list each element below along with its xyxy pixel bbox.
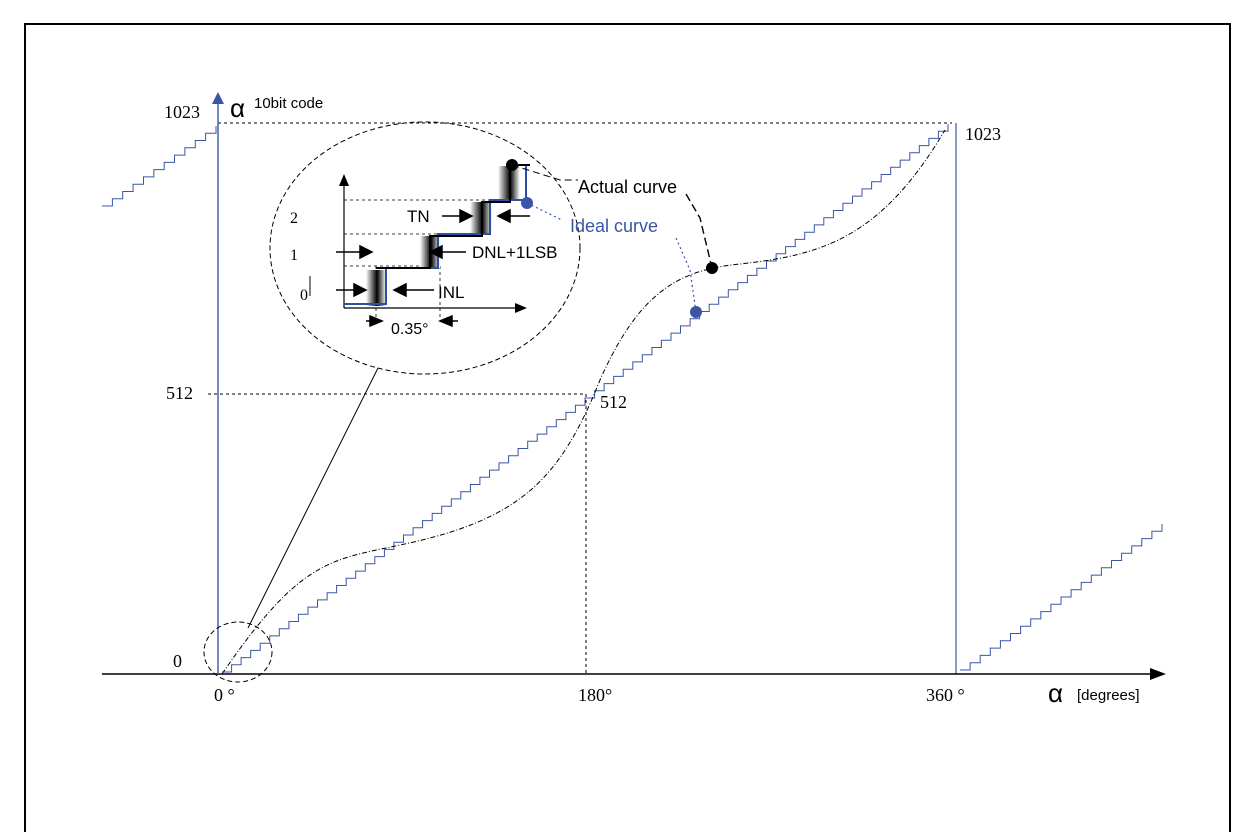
zoom-leader [247, 367, 379, 629]
step-width-label: 0.35° [391, 321, 429, 338]
y-axis-label: 10bit code [254, 95, 323, 112]
point-label-1023: 1023 [965, 124, 1001, 144]
ideal-callout-line-2 [675, 237, 697, 313]
y-axis-symbol: α [230, 93, 245, 123]
inset-arrows [336, 208, 530, 328]
actual-callout-line-2 [685, 193, 713, 269]
ideal-curve-label: Ideal curve [570, 216, 658, 236]
y-tick-512: 512 [166, 383, 193, 403]
inset-tick-1: 1 [290, 247, 298, 264]
dnl-label: DNL+1LSB [472, 243, 558, 262]
guide-lines [208, 122, 952, 674]
ideal-callout-line [526, 202, 563, 221]
zoom-ellipse-large [269, 121, 581, 375]
tn-label: TN [407, 207, 430, 226]
actual-callout-line [511, 164, 578, 181]
zoom-ellipse-small [203, 621, 273, 683]
ideal-staircase-wrap-right [960, 524, 1163, 671]
ideal-staircase [222, 124, 949, 673]
blur-edge-0 [366, 270, 386, 306]
ideal-staircase-wrap-left [102, 126, 217, 207]
actual-curve-label: Actual curve [578, 177, 677, 197]
x-axis-symbol: α [1048, 678, 1063, 708]
point-label-512: 512 [600, 392, 627, 412]
inset-ideal-steps [344, 165, 527, 305]
actual-marker [706, 262, 718, 274]
inset-y-arrow [339, 174, 349, 186]
y-axis-arrow [212, 92, 224, 104]
inset-detail: 2 1 0 TN DNL+1LSB INL 0.35° [290, 159, 558, 338]
inset-actual-steps [376, 164, 530, 269]
y-axis [212, 92, 224, 674]
x-axis [102, 668, 1166, 680]
x-tick-0: 0 ° [214, 685, 235, 705]
x-axis-arrow [1150, 668, 1166, 680]
x-tick-180: 180° [578, 685, 612, 705]
inl-label: INL [438, 283, 464, 302]
ideal-marker [690, 306, 702, 318]
y-tick-1023: 1023 [164, 102, 200, 122]
inset-x-arrow [515, 303, 527, 313]
figure-frame [24, 23, 1231, 832]
actual-curve [221, 129, 946, 675]
inset-tick-2: 2 [290, 210, 298, 227]
x-tick-360: 360 ° [926, 685, 965, 705]
y-tick-0: 0 [173, 651, 182, 671]
inset-tick-0: 0 [300, 287, 308, 304]
callouts: Actual curve Ideal curve [511, 164, 718, 318]
x-axis-label: [degrees] [1077, 687, 1140, 704]
